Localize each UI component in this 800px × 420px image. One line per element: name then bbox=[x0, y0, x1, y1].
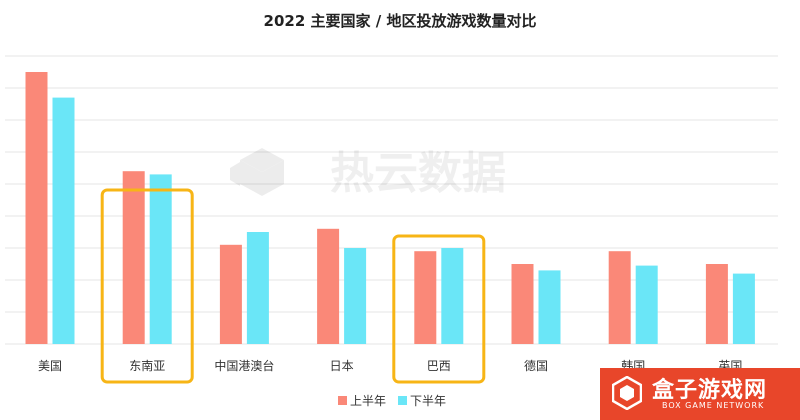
bar-h2 bbox=[344, 248, 367, 344]
box-logo-icon bbox=[612, 376, 642, 410]
bar-h2 bbox=[732, 273, 755, 344]
chart-title: 2022 主要国家 / 地区投放游戏数量对比 bbox=[263, 12, 537, 30]
highlight-box bbox=[392, 234, 486, 384]
x-tick-label: 美国 bbox=[38, 359, 62, 373]
x-tick-label: 东南亚 bbox=[129, 358, 165, 373]
bar-h1 bbox=[414, 251, 437, 344]
brand-name: 盒子游戏网 bbox=[652, 378, 768, 403]
bar-h2 bbox=[635, 265, 658, 344]
highlight-box bbox=[100, 188, 194, 384]
x-tick-label: 巴西 bbox=[427, 359, 451, 373]
bar-h2 bbox=[538, 270, 561, 344]
legend: 上半年 下半年 bbox=[338, 394, 446, 408]
legend-label: 上半年 bbox=[350, 394, 386, 408]
bar-h1 bbox=[608, 251, 631, 344]
x-tick-label: 中国港澳台 bbox=[214, 358, 274, 373]
bar-h1 bbox=[317, 228, 340, 344]
bar-h1 bbox=[705, 264, 728, 344]
bar-h2 bbox=[246, 232, 269, 344]
bar-h1 bbox=[511, 264, 534, 344]
brand-badge: 盒子游戏网 BOX GAME NETWORK bbox=[600, 368, 800, 420]
bars bbox=[25, 72, 755, 344]
bar-h1 bbox=[219, 244, 242, 344]
bar-h1 bbox=[25, 72, 48, 344]
x-tick-label: 日本 bbox=[330, 359, 354, 373]
x-tick-label: 德国 bbox=[524, 358, 548, 373]
legend-swatch bbox=[398, 396, 407, 405]
legend-swatch bbox=[338, 396, 347, 405]
grid-lines bbox=[5, 55, 778, 345]
cube-logo-icon bbox=[230, 148, 284, 196]
watermark: 热云数据 bbox=[230, 148, 506, 199]
watermark-text: 热云数据 bbox=[330, 148, 506, 199]
bar-h2 bbox=[52, 97, 75, 344]
bar-h1 bbox=[122, 171, 145, 344]
brand-subtitle: BOX GAME NETWORK bbox=[662, 401, 765, 410]
legend-label: 下半年 bbox=[410, 394, 446, 408]
bar-h2 bbox=[149, 174, 172, 344]
highlight-boxes bbox=[100, 188, 486, 384]
bar-h2 bbox=[441, 248, 464, 344]
